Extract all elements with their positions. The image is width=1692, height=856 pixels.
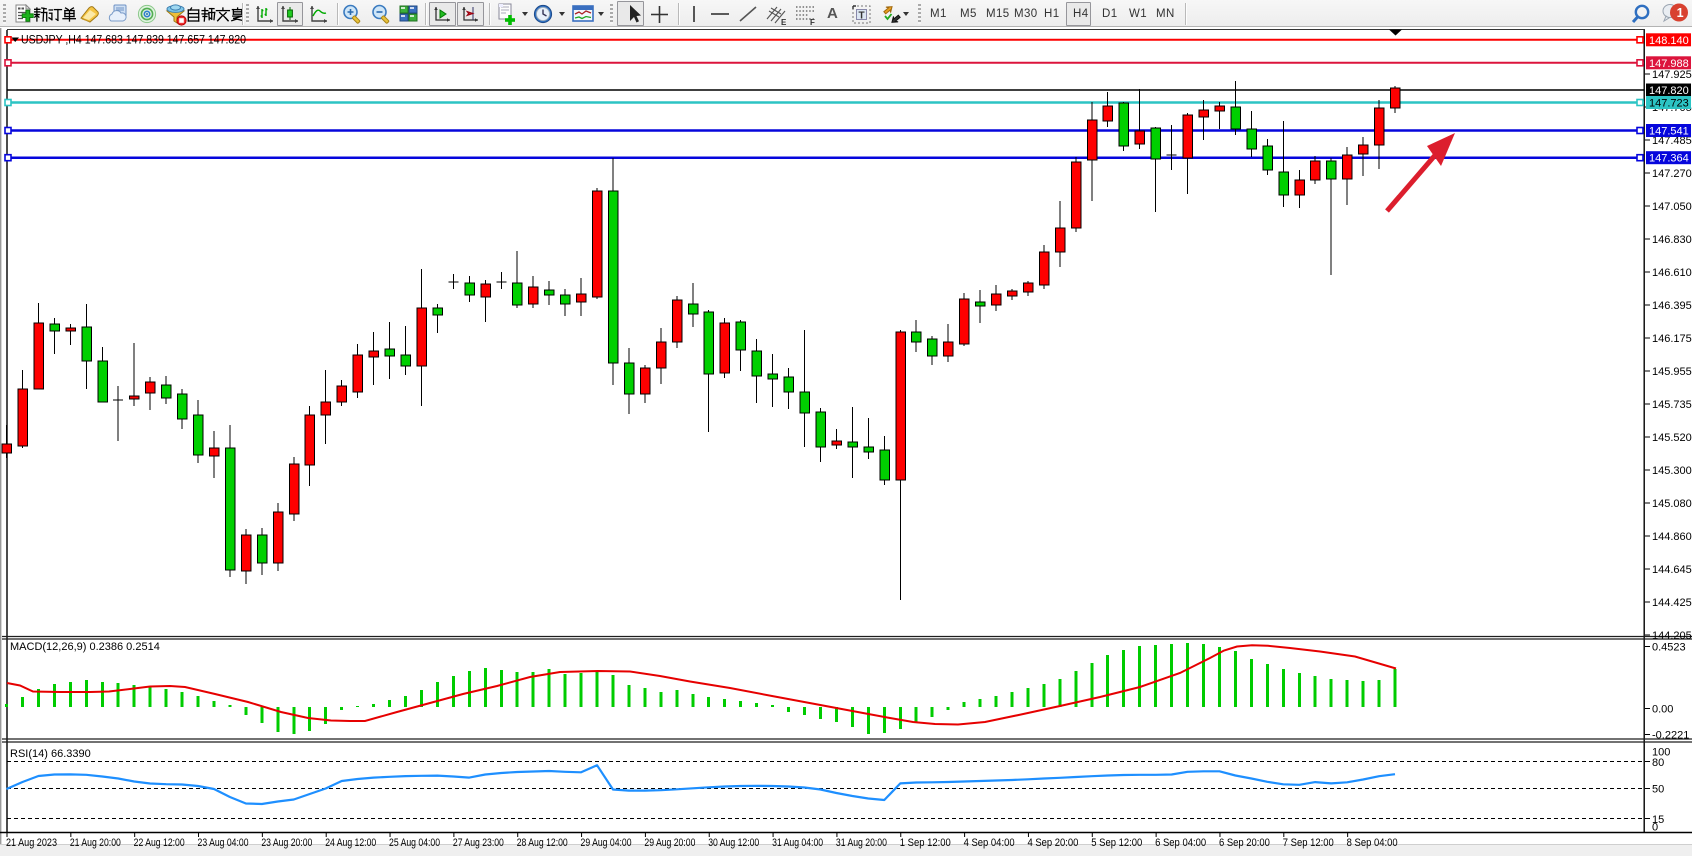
svg-text:4 Sep 20:00: 4 Sep 20:00	[1027, 837, 1078, 849]
svg-text:25 Aug 04:00: 25 Aug 04:00	[389, 837, 440, 849]
svg-text:100: 100	[1652, 747, 1670, 759]
svg-text:1: 1	[1677, 6, 1684, 20]
svg-text:148.140: 148.140	[1649, 35, 1689, 47]
svg-text:5 Sep 12:00: 5 Sep 12:00	[1091, 837, 1142, 849]
svg-text:50: 50	[1652, 784, 1664, 796]
svg-text:E: E	[781, 18, 787, 26]
svg-text:F: F	[810, 18, 815, 26]
svg-text:8 Sep 04:00: 8 Sep 04:00	[1347, 837, 1398, 849]
svg-text:6 Sep 04:00: 6 Sep 04:00	[1155, 837, 1206, 849]
svg-text:24 Aug 12:00: 24 Aug 12:00	[325, 837, 376, 849]
svg-text:147.541: 147.541	[1649, 126, 1689, 138]
svg-text:146.395: 146.395	[1652, 300, 1692, 312]
svg-text:USDJPY ,H4 147.683 147.839 14: USDJPY ,H4 147.683 147.839 147.657 147.8…	[21, 33, 246, 47]
svg-text:146.175: 146.175	[1652, 333, 1692, 345]
svg-text:147.820: 147.820	[1649, 85, 1689, 97]
svg-text:0.00: 0.00	[1652, 704, 1673, 716]
svg-text:146.830: 146.830	[1652, 234, 1692, 246]
svg-text:23 Aug 04:00: 23 Aug 04:00	[198, 837, 249, 849]
svg-text:T: T	[859, 11, 865, 22]
svg-text:144.425: 144.425	[1652, 597, 1692, 609]
svg-text:7 Sep 12:00: 7 Sep 12:00	[1283, 837, 1334, 849]
svg-text:147.723: 147.723	[1649, 98, 1689, 110]
svg-text:29 Aug 20:00: 29 Aug 20:00	[644, 837, 695, 849]
svg-text:4 Sep 04:00: 4 Sep 04:00	[964, 837, 1015, 849]
svg-text:22 Aug 12:00: 22 Aug 12:00	[134, 837, 185, 849]
svg-text:144.645: 144.645	[1652, 564, 1692, 576]
svg-text:147.050: 147.050	[1652, 201, 1692, 213]
svg-text:0: 0	[1652, 822, 1658, 834]
svg-text:147.364: 147.364	[1649, 153, 1689, 165]
svg-text:23 Aug 20:00: 23 Aug 20:00	[261, 837, 312, 849]
svg-text:31 Aug 20:00: 31 Aug 20:00	[836, 837, 887, 849]
svg-text:30 Aug 12:00: 30 Aug 12:00	[708, 837, 759, 849]
svg-text:80: 80	[1652, 757, 1664, 769]
svg-text:147.925: 147.925	[1652, 69, 1692, 81]
svg-text:29 Aug 04:00: 29 Aug 04:00	[581, 837, 632, 849]
svg-text:144.205: 144.205	[1652, 630, 1692, 642]
svg-text:31 Aug 04:00: 31 Aug 04:00	[772, 837, 823, 849]
svg-text:145.735: 145.735	[1652, 399, 1692, 411]
svg-text:28 Aug 12:00: 28 Aug 12:00	[517, 837, 568, 849]
svg-text:144.860: 144.860	[1652, 531, 1692, 543]
svg-text:21 Aug 20:00: 21 Aug 20:00	[70, 837, 121, 849]
svg-text:145.955: 145.955	[1652, 366, 1692, 378]
svg-text:147.485: 147.485	[1652, 135, 1692, 147]
svg-text:27 Aug 23:00: 27 Aug 23:00	[453, 837, 504, 849]
svg-text:147.270: 147.270	[1652, 168, 1692, 180]
svg-text:0.4523: 0.4523	[1652, 642, 1686, 654]
svg-text:21 Aug 2023: 21 Aug 2023	[6, 837, 57, 849]
svg-text:6 Sep 20:00: 6 Sep 20:00	[1219, 837, 1270, 849]
svg-text:147.988: 147.988	[1649, 58, 1689, 70]
svg-text:1 Sep 12:00: 1 Sep 12:00	[900, 837, 951, 849]
svg-text:145.520: 145.520	[1652, 432, 1692, 444]
svg-text:15: 15	[1652, 814, 1664, 826]
svg-text:146.610: 146.610	[1652, 267, 1692, 279]
svg-text:MACD(12,26,9) 0.2386 0.2514: MACD(12,26,9) 0.2386 0.2514	[10, 641, 160, 653]
svg-text:RSI(14) 66.3390: RSI(14) 66.3390	[10, 748, 91, 760]
svg-text:145.080: 145.080	[1652, 498, 1692, 510]
svg-text:145.300: 145.300	[1652, 465, 1692, 477]
svg-text:-0.2221: -0.2221	[1652, 730, 1689, 742]
